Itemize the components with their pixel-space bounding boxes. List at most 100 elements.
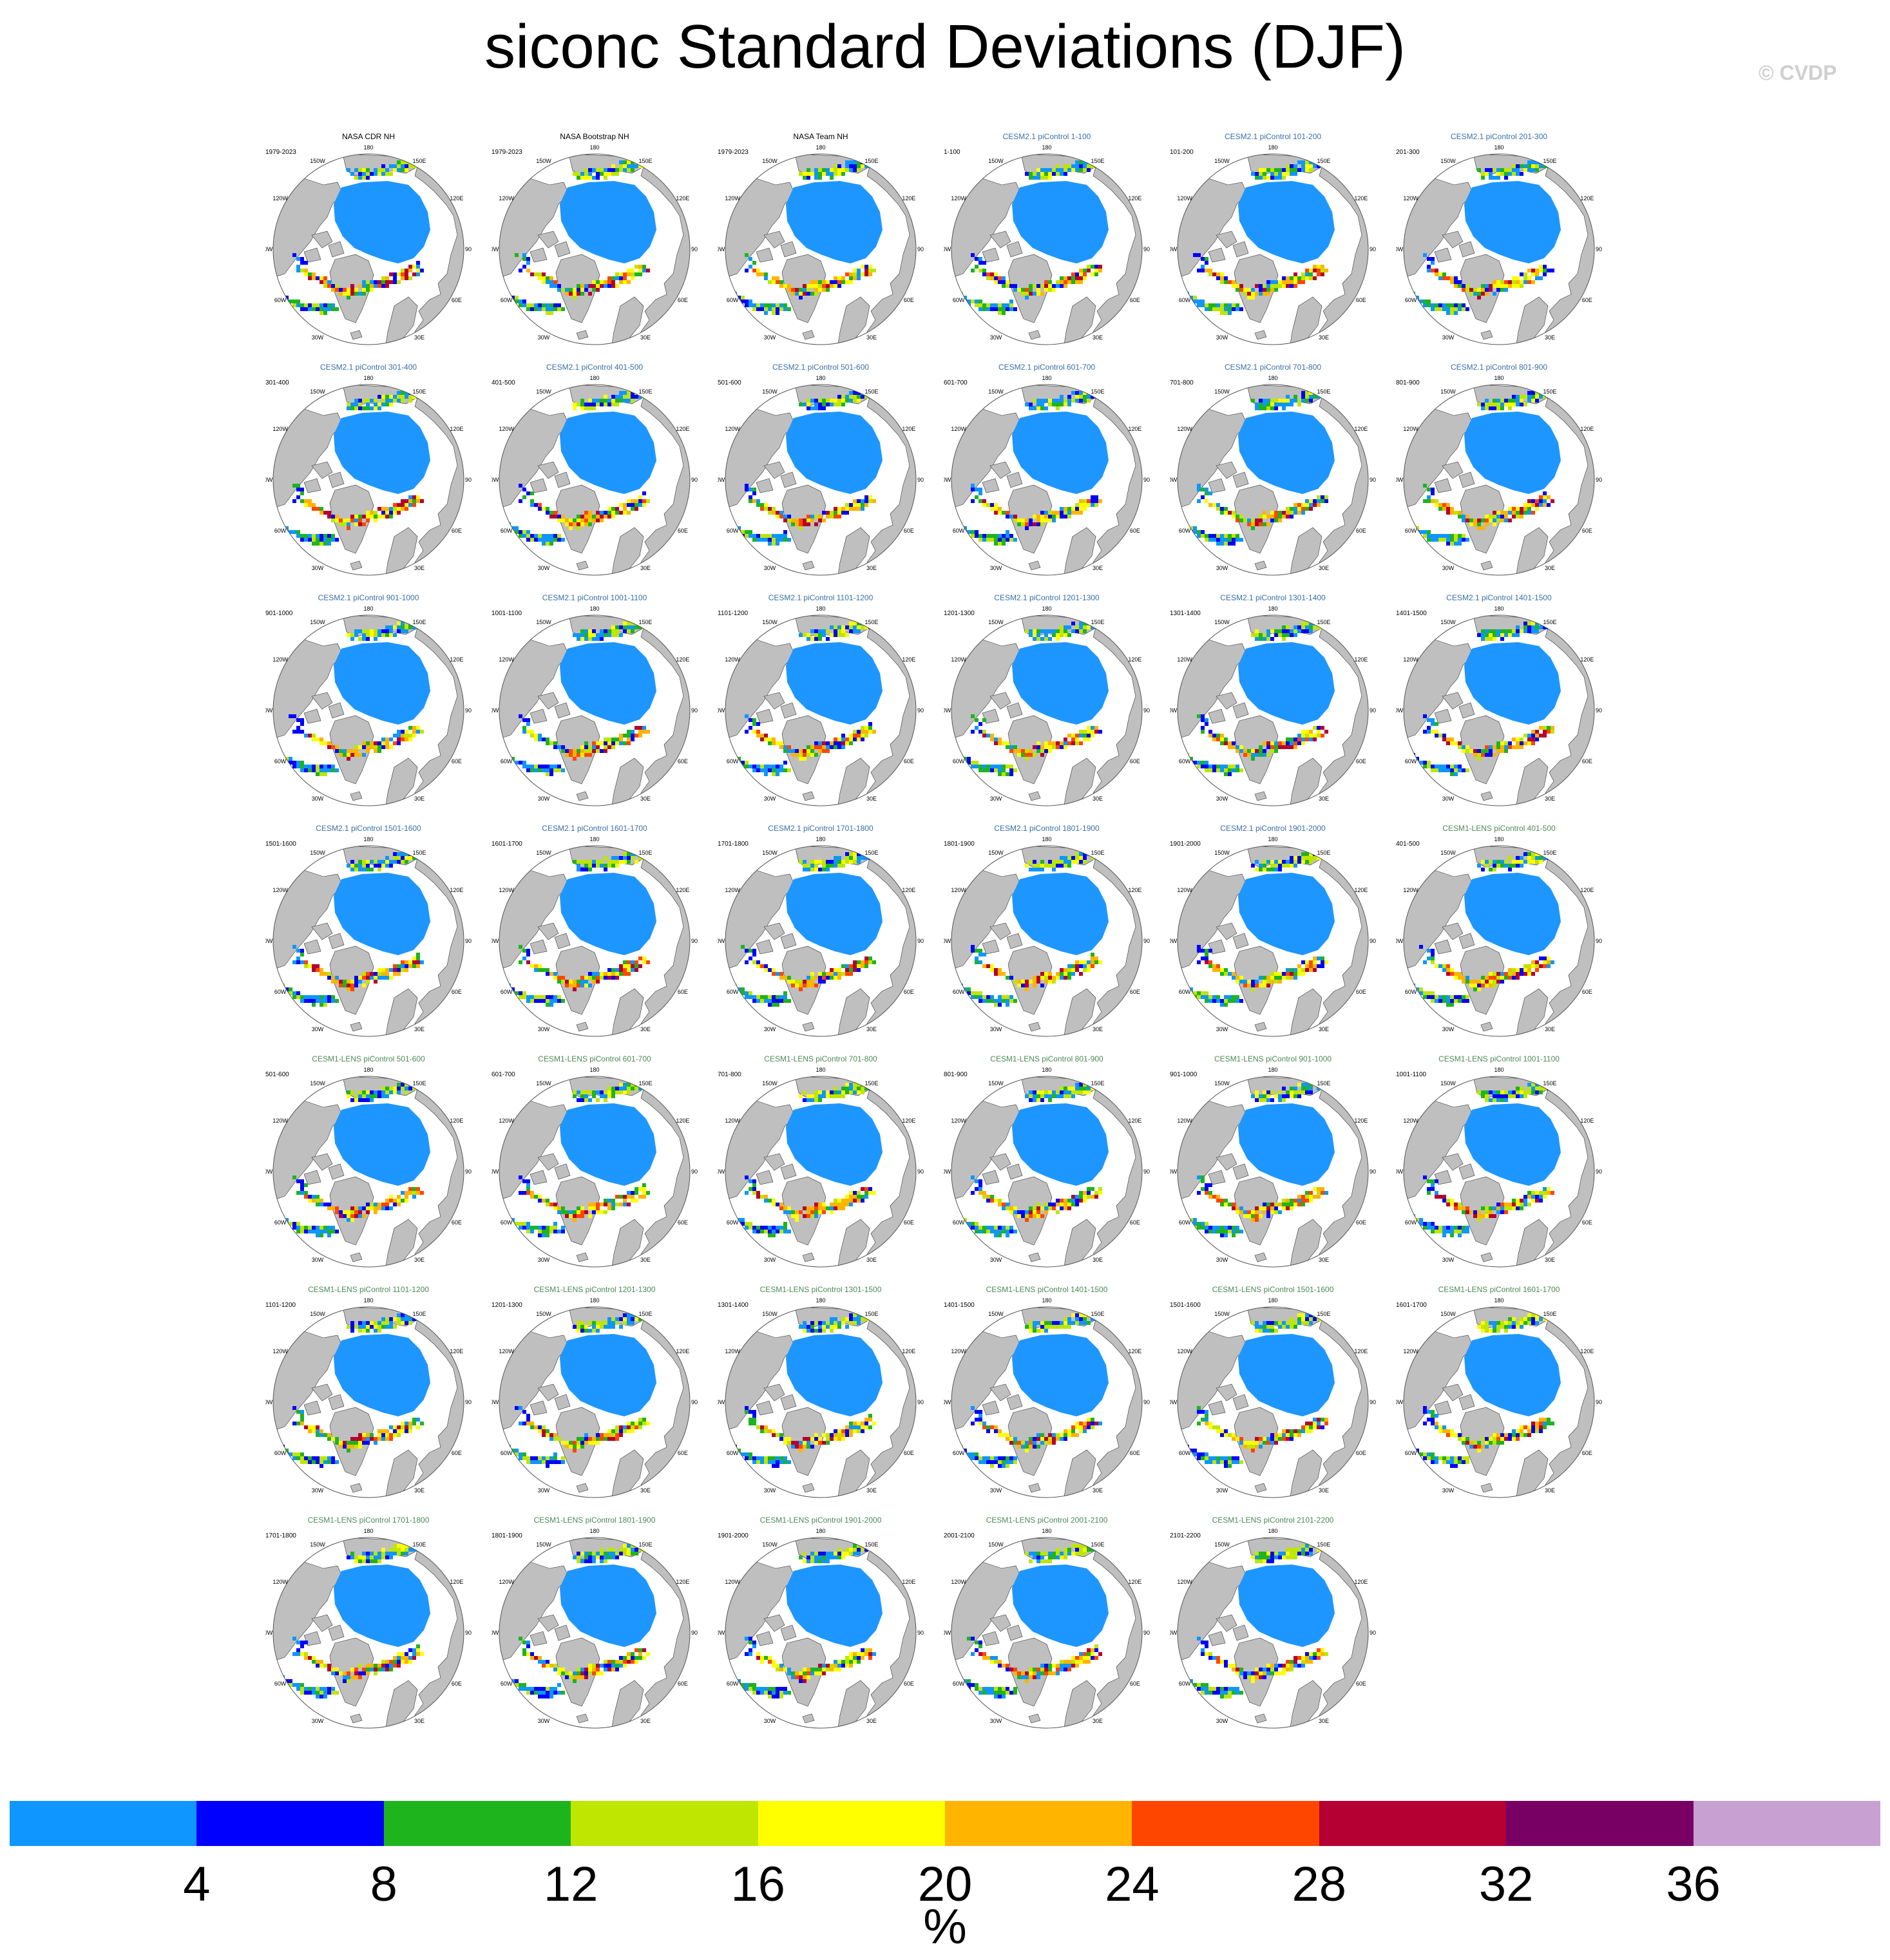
sic-std-cell: [1220, 276, 1224, 280]
sic-std-cell: [1083, 399, 1087, 403]
sic-std-cell: [1485, 519, 1489, 522]
sic-std-cell: [401, 499, 405, 503]
longitude-label: 60E: [1130, 758, 1140, 765]
sic-std-cell: [1481, 292, 1485, 296]
sic-std-cell: [1201, 530, 1205, 534]
polar-map: 180150E120E90E60E30E030W60W90W120W150W: [944, 606, 1150, 810]
sic-std-cell: [1293, 172, 1297, 176]
sic-std-cell: [1535, 276, 1539, 280]
sic-std-cell: [841, 629, 845, 633]
sic-std-cell: [1286, 284, 1290, 288]
sic-std-cell: [308, 503, 312, 507]
sic-std-cell: [611, 737, 615, 741]
sic-std-cell: [752, 491, 756, 495]
sic-std-cell: [604, 633, 607, 637]
sic-std-cell: [1531, 511, 1535, 515]
land-mass: [763, 461, 785, 479]
sic-std-cell: [320, 507, 323, 511]
sic-std-cell: [358, 176, 362, 180]
sic-std-cell: [1025, 292, 1029, 296]
longitude-label: 120W: [725, 195, 740, 202]
sic-std-cell: [1454, 534, 1458, 538]
sic-std-cell: [292, 303, 296, 307]
sic-std-cell: [1313, 503, 1317, 507]
sic-std-cell: [1255, 176, 1259, 180]
sic-std-cell: [1266, 633, 1270, 637]
sic-std-cell: [830, 625, 834, 629]
sic-std-cell: [549, 768, 553, 772]
sic-std-cell: [530, 730, 534, 734]
sic-std-cell: [834, 629, 837, 633]
sic-std-cell: [834, 276, 837, 280]
land-mass: [1208, 247, 1226, 263]
sic-std-cell: [362, 284, 366, 288]
sic-std-cell: [277, 522, 281, 526]
sic-std-cell: [822, 745, 826, 749]
sic-std-cell: [1535, 503, 1539, 507]
map-panel: NASA Team NH1979-2023180150E120E90E60E30…: [718, 132, 924, 348]
sic-std-cell: [642, 269, 646, 272]
sic-std-cell: [1266, 403, 1270, 406]
sic-std-cell: [1224, 511, 1228, 515]
sic-std-cell: [868, 272, 872, 276]
sic-std-cell: [756, 303, 760, 307]
sic-std-cell: [799, 403, 803, 406]
sic-std-cell: [1224, 538, 1228, 542]
sic-std-cell: [1309, 160, 1313, 164]
sic-std-cell: [861, 625, 864, 629]
sic-std-cell: [795, 288, 799, 292]
sic-std-cell: [358, 522, 362, 526]
longitude-label: 60W: [501, 758, 513, 765]
sic-std-cell: [1508, 168, 1512, 172]
sic-std-cell: [631, 269, 635, 272]
sic-std-cell: [791, 288, 795, 292]
sic-std-cell: [1232, 745, 1236, 749]
panel-period-label: 1-100: [944, 149, 960, 156]
sic-std-cell: [631, 730, 635, 734]
sic-std-cell: [1431, 261, 1435, 265]
polar-map: 180150E120E90E60E30E030W60W90W120W150W: [944, 376, 1150, 579]
sic-std-cell: [1036, 292, 1040, 296]
sic-std-cell: [631, 164, 635, 168]
sic-std-cell: [1208, 730, 1212, 734]
sic-std-cell: [1427, 538, 1431, 542]
sic-std-cell: [884, 164, 888, 168]
central-arctic-ice: [786, 642, 883, 725]
sic-std-cell: [853, 499, 857, 503]
sic-std-cell: [312, 272, 316, 276]
sic-std-cell: [296, 484, 300, 488]
sic-std-cell: [530, 303, 534, 307]
sic-std-cell: [1282, 625, 1286, 629]
sic-std-cell: [405, 730, 408, 734]
sic-std-cell: [1286, 168, 1290, 172]
sic-std-cell: [381, 515, 385, 519]
sic-std-cell: [1454, 307, 1458, 311]
sic-std-cell: [807, 406, 810, 410]
longitude-label: 90W: [492, 246, 499, 252]
sic-std-cell: [1282, 284, 1286, 288]
longitude-label: 120W: [272, 656, 288, 663]
sic-std-cell: [1083, 395, 1087, 399]
sic-std-cell: [604, 395, 607, 399]
sic-std-cell: [654, 395, 658, 399]
sic-std-cell: [1500, 172, 1504, 176]
longitude-label: 180: [363, 145, 373, 151]
sic-std-cell: [795, 753, 799, 757]
sic-std-cell: [1423, 499, 1427, 503]
sic-std-cell: [1079, 395, 1083, 399]
sic-std-cell: [1263, 176, 1266, 180]
sic-std-cell: [853, 625, 857, 629]
sic-std-cell: [420, 499, 424, 503]
sic-std-cell: [1087, 269, 1091, 272]
sic-std-cell: [764, 768, 768, 772]
sic-std-cell: [312, 538, 316, 542]
sic-std-cell: [783, 515, 787, 519]
sic-std-cell: [1293, 507, 1297, 511]
sic-std-cell: [791, 519, 795, 522]
sic-std-cell: [549, 311, 553, 315]
sic-std-cell: [300, 257, 304, 261]
sic-std-cell: [604, 749, 607, 753]
sic-std-cell: [760, 765, 764, 768]
sic-std-cell: [573, 292, 577, 296]
sic-std-cell: [1462, 303, 1465, 307]
